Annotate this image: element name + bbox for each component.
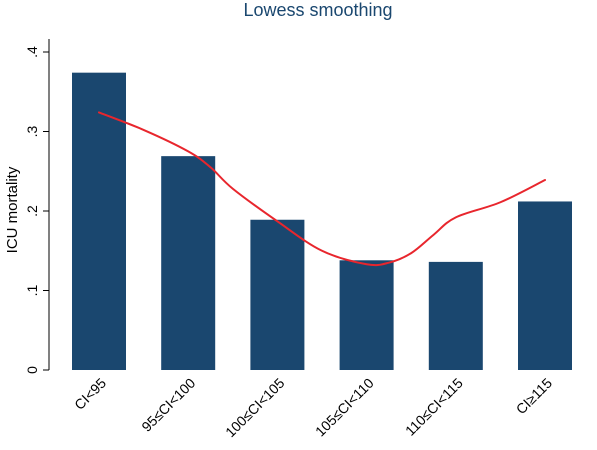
- bar: [518, 201, 572, 370]
- y-tick-label: .4: [24, 46, 40, 58]
- y-axis-title: ICU mortality: [4, 166, 21, 253]
- x-tick-label: CI≥115: [513, 375, 556, 418]
- y-ticks: 0 .1 .2 .3 .4: [24, 46, 49, 374]
- lowess-line: [98, 111, 546, 267]
- bars: [72, 72, 572, 371]
- x-ticks: CI<95 95≤CI<100 100≤CI<105 105≤CI<110 110≤CI…: [71, 375, 555, 441]
- chart-title: Lowess smoothing: [243, 0, 392, 20]
- x-tick-label: CI<95: [71, 375, 109, 413]
- bar: [339, 260, 394, 370]
- x-tick-label: 105≤CI<110: [312, 375, 377, 440]
- x-tick-label: 95≤CI<100: [138, 375, 198, 435]
- bar: [250, 219, 305, 370]
- bar: [161, 156, 216, 370]
- bar: [428, 261, 483, 370]
- y-tick-label: 0: [24, 366, 40, 374]
- x-tick-label: 100≤CI<105: [222, 375, 288, 441]
- y-tick-label: .1: [24, 284, 40, 296]
- x-tick-label: 110≤CI<115: [402, 375, 466, 439]
- y-tick-label: .3: [24, 125, 40, 137]
- bar: [72, 72, 126, 371]
- y-tick-label: .2: [24, 205, 40, 217]
- lowess-curve-group: [98, 111, 546, 267]
